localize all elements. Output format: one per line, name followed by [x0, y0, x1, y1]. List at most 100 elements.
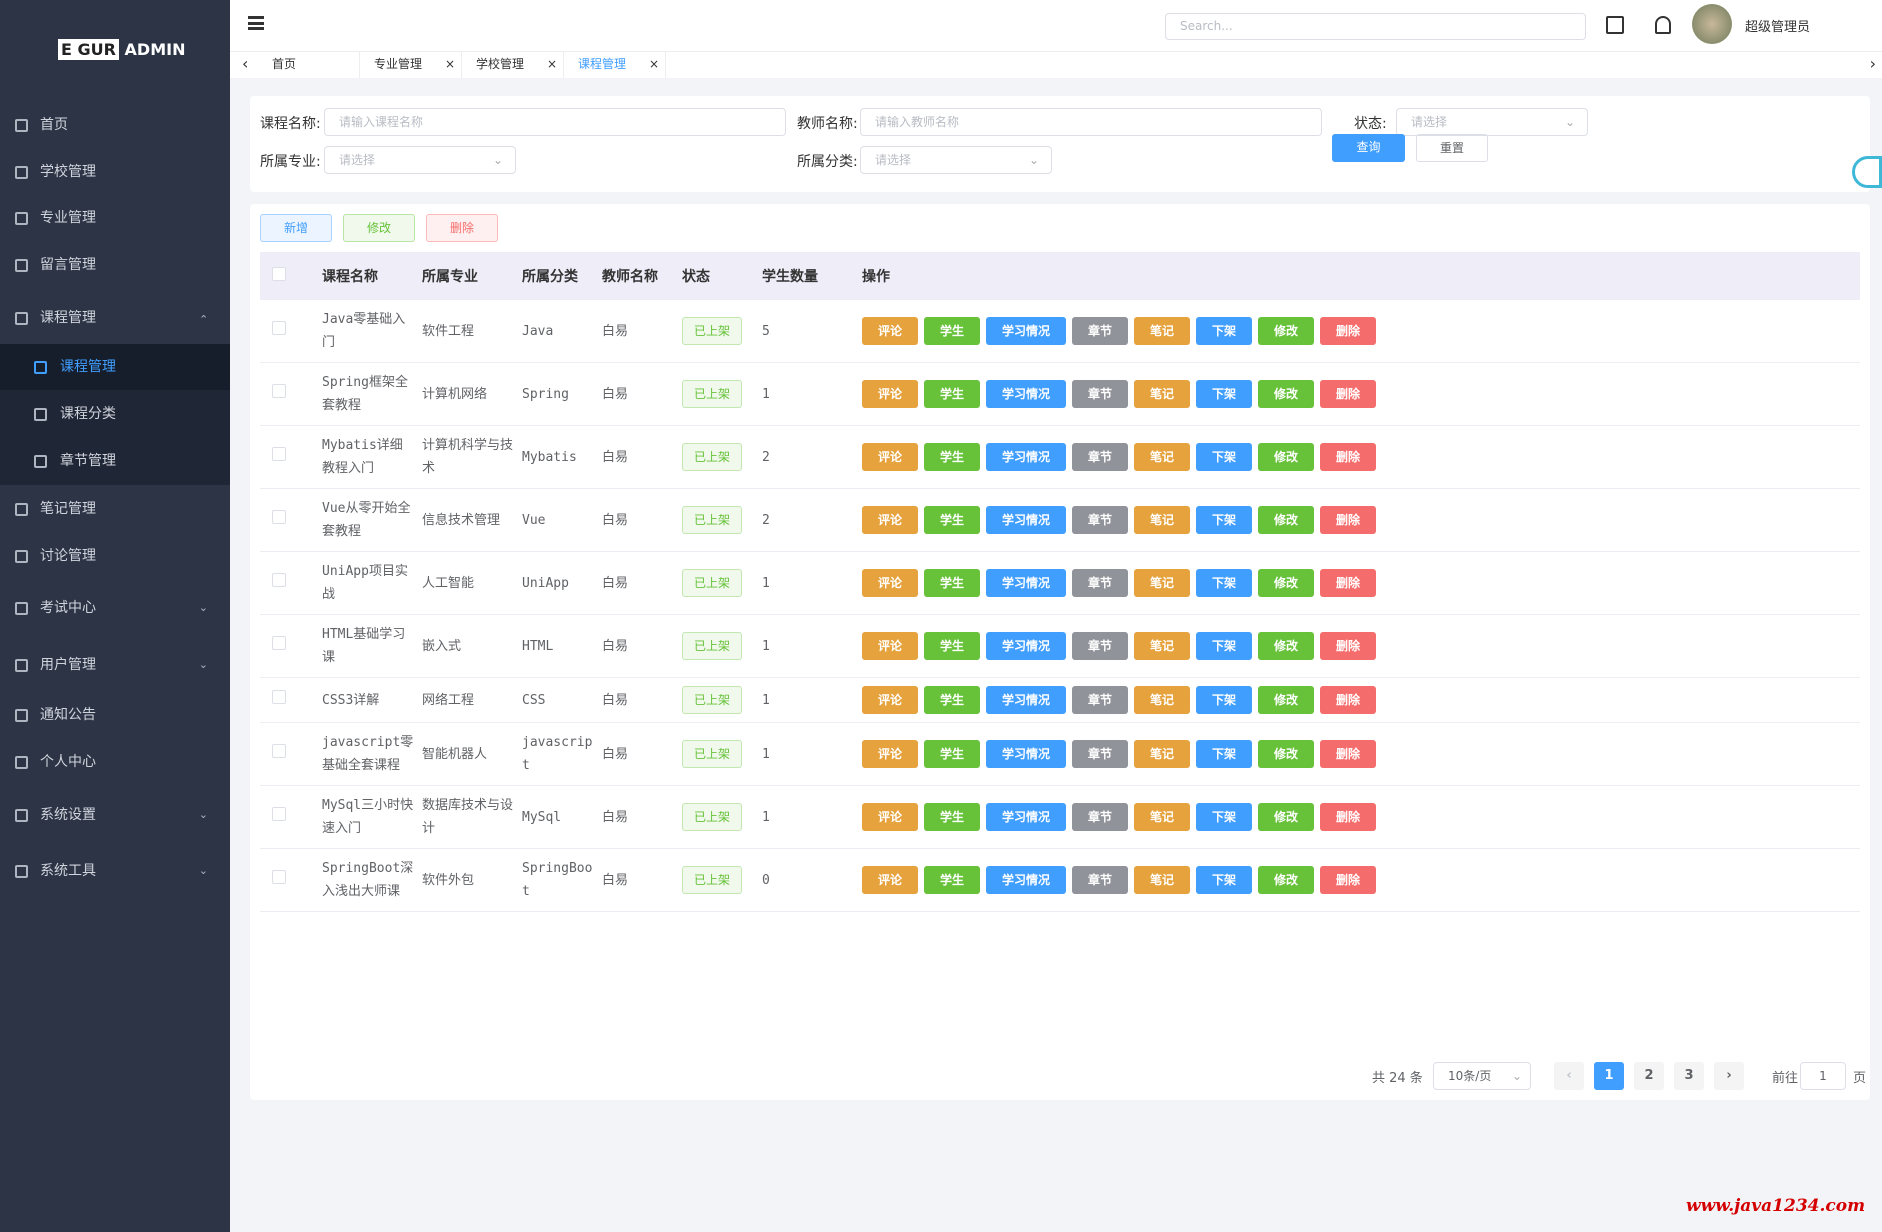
- prev-page[interactable]: ‹: [1554, 1062, 1584, 1090]
- bell-icon[interactable]: [1655, 16, 1671, 34]
- action-button[interactable]: 学生: [924, 866, 980, 894]
- action-button[interactable]: 章节: [1072, 803, 1128, 831]
- action-button[interactable]: 笔记: [1134, 569, 1190, 597]
- menu-item[interactable]: 通知公告: [0, 692, 230, 738]
- menu-item[interactable]: 个人中心: [0, 739, 230, 785]
- action-button[interactable]: 删除: [1320, 443, 1376, 471]
- action-button[interactable]: 学生: [924, 569, 980, 597]
- toolbar-button[interactable]: 修改: [343, 214, 415, 242]
- action-button[interactable]: 修改: [1258, 803, 1314, 831]
- menu-item[interactable]: 用户管理 ⌄: [0, 642, 230, 688]
- action-button[interactable]: 笔记: [1134, 632, 1190, 660]
- filter-select[interactable]: 请选择 ⌄: [860, 146, 1052, 174]
- row-checkbox[interactable]: [272, 383, 286, 398]
- search-box[interactable]: Search...: [1165, 13, 1586, 40]
- page-number[interactable]: 3: [1674, 1062, 1704, 1090]
- action-button[interactable]: 删除: [1320, 686, 1376, 714]
- float-widget[interactable]: [1852, 156, 1882, 188]
- action-button[interactable]: 修改: [1258, 506, 1314, 534]
- action-button[interactable]: 章节: [1072, 686, 1128, 714]
- tab-right-arrow[interactable]: ›: [1869, 54, 1876, 73]
- row-checkbox[interactable]: [272, 689, 286, 704]
- action-button[interactable]: 评论: [862, 803, 918, 831]
- row-checkbox[interactable]: [272, 635, 286, 650]
- action-button[interactable]: 学习情况: [986, 506, 1066, 534]
- row-checkbox[interactable]: [272, 572, 286, 587]
- action-button[interactable]: 修改: [1258, 317, 1314, 345]
- action-button[interactable]: 笔记: [1134, 443, 1190, 471]
- action-button[interactable]: 笔记: [1134, 803, 1190, 831]
- tab[interactable]: 课程管理 ×: [570, 52, 666, 78]
- action-button[interactable]: 评论: [862, 632, 918, 660]
- reset-button[interactable]: 重置: [1416, 134, 1488, 162]
- submenu-item[interactable]: 课程分类: [0, 391, 230, 437]
- action-button[interactable]: 章节: [1072, 443, 1128, 471]
- filter-select[interactable]: 请选择 ⌄: [324, 146, 516, 174]
- tab[interactable]: 首页: [264, 52, 360, 78]
- action-button[interactable]: 笔记: [1134, 866, 1190, 894]
- action-button[interactable]: 下架: [1196, 317, 1252, 345]
- action-button[interactable]: 下架: [1196, 866, 1252, 894]
- menu-item[interactable]: 讨论管理: [0, 533, 230, 579]
- page-number[interactable]: 1: [1594, 1062, 1624, 1090]
- menu-item[interactable]: 课程管理 ⌄: [0, 295, 230, 341]
- submenu-item[interactable]: 章节管理: [0, 438, 230, 484]
- row-checkbox[interactable]: [272, 320, 286, 335]
- menu-item[interactable]: 笔记管理: [0, 486, 230, 532]
- action-button[interactable]: 下架: [1196, 803, 1252, 831]
- row-checkbox[interactable]: [272, 743, 286, 758]
- action-button[interactable]: 修改: [1258, 632, 1314, 660]
- action-button[interactable]: 下架: [1196, 686, 1252, 714]
- row-checkbox[interactable]: [272, 806, 286, 821]
- filter-select[interactable]: 请选择 ⌄: [1396, 108, 1588, 136]
- action-button[interactable]: 修改: [1258, 866, 1314, 894]
- toolbar-button[interactable]: 新增: [260, 214, 332, 242]
- goto-input[interactable]: 1: [1800, 1062, 1846, 1090]
- action-button[interactable]: 删除: [1320, 632, 1376, 660]
- query-button[interactable]: 查询: [1332, 134, 1405, 162]
- action-button[interactable]: 学习情况: [986, 380, 1066, 408]
- action-button[interactable]: 评论: [862, 317, 918, 345]
- user-name[interactable]: 超级管理员: [1745, 20, 1811, 35]
- filter-input[interactable]: 请输入课程名称: [324, 108, 786, 136]
- tab-close[interactable]: ×: [648, 57, 659, 71]
- action-button[interactable]: 下架: [1196, 380, 1252, 408]
- action-button[interactable]: 学习情况: [986, 632, 1066, 660]
- avatar[interactable]: [1692, 4, 1732, 44]
- action-button[interactable]: 学生: [924, 506, 980, 534]
- action-button[interactable]: 学习情况: [986, 740, 1066, 768]
- menu-item[interactable]: 系统工具 ⌄: [0, 848, 230, 894]
- row-checkbox[interactable]: [272, 446, 286, 461]
- fullscreen-icon[interactable]: [1606, 16, 1624, 34]
- action-button[interactable]: 章节: [1072, 506, 1128, 534]
- action-button[interactable]: 笔记: [1134, 380, 1190, 408]
- menu-item[interactable]: 留言管理: [0, 242, 230, 288]
- action-button[interactable]: 删除: [1320, 740, 1376, 768]
- action-button[interactable]: 笔记: [1134, 686, 1190, 714]
- action-button[interactable]: 章节: [1072, 866, 1128, 894]
- action-button[interactable]: 删除: [1320, 506, 1376, 534]
- action-button[interactable]: 修改: [1258, 569, 1314, 597]
- action-button[interactable]: 评论: [862, 686, 918, 714]
- page-size-select[interactable]: 10条/页 ⌄: [1433, 1062, 1531, 1090]
- menu-item[interactable]: 首页: [0, 102, 230, 148]
- tab-close[interactable]: ×: [546, 57, 557, 71]
- action-button[interactable]: 删除: [1320, 866, 1376, 894]
- menu-item[interactable]: 专业管理: [0, 195, 230, 241]
- action-button[interactable]: 删除: [1320, 317, 1376, 345]
- menu-item[interactable]: 学校管理: [0, 149, 230, 195]
- action-button[interactable]: 学生: [924, 380, 980, 408]
- action-button[interactable]: 章节: [1072, 317, 1128, 345]
- action-button[interactable]: 下架: [1196, 506, 1252, 534]
- action-button[interactable]: 下架: [1196, 443, 1252, 471]
- action-button[interactable]: 评论: [862, 443, 918, 471]
- toolbar-button[interactable]: 删除: [426, 214, 498, 242]
- action-button[interactable]: 评论: [862, 506, 918, 534]
- action-button[interactable]: 章节: [1072, 380, 1128, 408]
- action-button[interactable]: 笔记: [1134, 317, 1190, 345]
- page-number[interactable]: 2: [1634, 1062, 1664, 1090]
- action-button[interactable]: 下架: [1196, 569, 1252, 597]
- action-button[interactable]: 修改: [1258, 740, 1314, 768]
- action-button[interactable]: 学习情况: [986, 866, 1066, 894]
- action-button[interactable]: 学生: [924, 803, 980, 831]
